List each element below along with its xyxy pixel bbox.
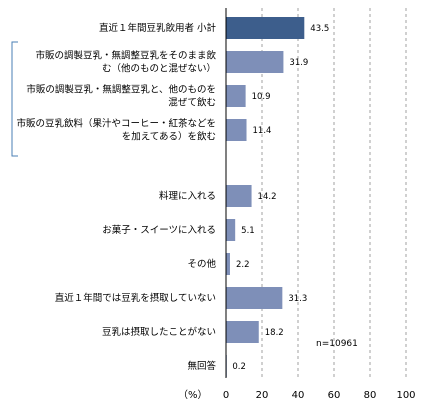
category-label: その他 xyxy=(187,258,216,270)
category-label: 直近１年間豆乳飲用者 小計 xyxy=(99,22,217,34)
value-label: 31.9 xyxy=(289,58,308,68)
value-label: 31.3 xyxy=(288,294,307,304)
bar xyxy=(226,85,246,107)
bar xyxy=(226,51,284,73)
tick-label: 100 xyxy=(396,390,415,401)
category-label: 豆乳は摂取したことがない xyxy=(102,326,216,338)
category-label: 料理に入れる xyxy=(159,190,216,202)
category-label: を加えてある）を飲む xyxy=(122,131,216,143)
value-label: 11.4 xyxy=(253,126,272,136)
tick-label: 40 xyxy=(292,390,305,401)
category-label: 直近１年間では豆乳を摂取していない xyxy=(55,292,216,304)
category-label: む（他のものと混ぜない） xyxy=(102,63,216,75)
category-label: 市販の豆乳飲料（果汁やコーヒー・紅茶などを xyxy=(16,118,216,130)
value-labels: 43.5 31.9 10.9 11.4 14.2 5.1 2.2 31.3 18.2 0.2 xyxy=(232,24,329,372)
gridlines xyxy=(261,8,407,378)
bar xyxy=(226,287,283,309)
category-label: 市販の調製豆乳・無調整豆乳をそのまま飲 xyxy=(35,50,216,62)
category-label: 市販の調製豆乳・無調整豆乳と、他のものを xyxy=(26,84,216,96)
sample-size-note: n=10961 xyxy=(316,339,358,349)
bar xyxy=(226,119,247,141)
tick-label: 60 xyxy=(328,390,341,401)
tick-label: 20 xyxy=(256,390,269,401)
bar xyxy=(226,321,259,343)
category-labels: 直近１年間豆乳飲用者 小計市販の調製豆乳・無調整豆乳をそのまま飲む（他のものと混… xyxy=(16,22,216,372)
value-label: 2.2 xyxy=(236,260,250,270)
bar xyxy=(226,253,230,275)
category-label: 混ぜて飲む xyxy=(168,97,216,109)
value-label: 18.2 xyxy=(265,328,284,338)
value-label: 0.2 xyxy=(232,362,246,372)
bar xyxy=(226,219,236,241)
category-label: 無回答 xyxy=(187,360,216,372)
category-label: お菓子・スイーツに入れる xyxy=(102,224,216,236)
group-bracket xyxy=(11,41,18,157)
value-label: 14.2 xyxy=(258,192,277,202)
bars xyxy=(226,17,305,377)
bar xyxy=(226,17,305,39)
x-tick-labels: 0 20 40 60 80 100 xyxy=(223,390,416,401)
value-label: 10.9 xyxy=(252,92,271,102)
value-label: 5.1 xyxy=(241,226,255,236)
tick-label: 0 xyxy=(223,390,229,401)
x-unit-label: （%） xyxy=(178,389,208,401)
bar xyxy=(226,185,252,207)
value-label: 43.5 xyxy=(310,24,329,34)
tick-label: 80 xyxy=(364,390,377,401)
